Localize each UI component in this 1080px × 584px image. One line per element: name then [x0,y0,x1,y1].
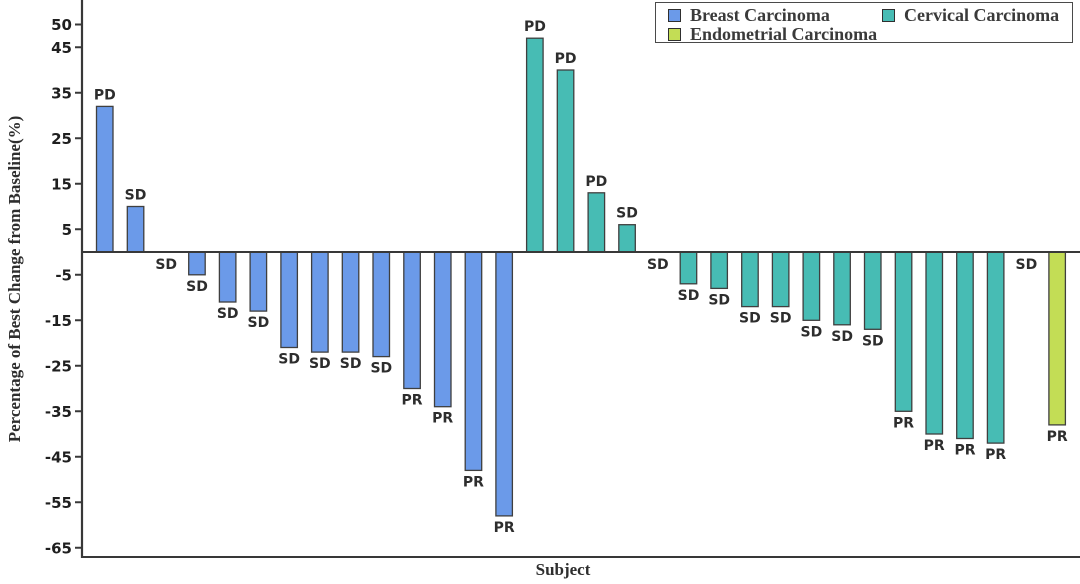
bar [525,37,544,253]
y-tick-label: -15 [45,312,72,330]
legend-item: Cervical Carcinoma [882,6,1059,24]
bar-response-label: PR [954,443,975,459]
y-tick-label: -45 [45,448,72,466]
bar [372,251,391,358]
bar-response-label: PR [401,393,422,409]
bar [679,251,698,285]
x-axis-title: Subject [535,560,591,579]
bar-response-label: SD [278,352,300,368]
bar [986,251,1005,444]
bar-response-label: SD [616,206,638,222]
y-tick-label: -25 [45,357,72,375]
y-tick-label: 35 [51,84,72,102]
bar [863,251,882,330]
bar-response-label: PR [432,411,453,427]
y-tick-label: -5 [55,266,72,284]
y-tick-label: -35 [45,403,72,421]
bar [310,251,329,353]
bar [925,251,944,435]
bar [618,224,636,253]
bar [403,251,421,390]
bar-response-label: PD [585,174,607,190]
bar-response-label: SD [831,329,853,345]
bar-response-label: PD [555,51,577,67]
bar [771,251,790,308]
bar-response-label: SD [708,292,730,308]
bar-response-label: PD [524,19,546,35]
legend-label: Cervical Carcinoma [904,5,1060,25]
bar [710,251,729,290]
bar [741,251,759,308]
bar-response-label: SD [739,311,761,327]
bar-response-label: SD [125,188,147,204]
bar-response-label: SD [370,361,392,377]
y-tick-label: -65 [45,539,72,557]
bar [341,251,360,353]
y-tick-label: 45 [51,39,72,57]
bar-response-label: SD [801,324,823,340]
bar-response-label: SD [309,356,331,372]
bar-response-label: PR [1047,429,1068,445]
bar [126,205,145,253]
bar [894,251,913,412]
legend-swatch-icon [882,8,895,22]
bar-response-label: SD [217,306,239,322]
bar [495,251,514,517]
bar-response-label: SD [186,279,208,295]
bar [218,251,237,303]
bar [956,251,974,440]
bar [464,251,483,472]
bar [802,251,821,321]
y-tick-label: -55 [45,494,72,512]
bar-response-label: SD [770,311,792,327]
bar [249,251,268,312]
bar-response-label: PR [985,447,1006,463]
y-tick-label: 25 [51,130,72,148]
bar-response-label: SD [1016,257,1038,273]
bar [587,192,606,253]
y-tick-label: 50 [51,16,72,34]
bar [188,251,206,276]
bar-response-label: SD [678,288,700,304]
bar [95,105,114,253]
legend-item: Breast Carcinoma [668,6,830,24]
bar [556,69,575,253]
bar [433,251,452,408]
bar-response-label: PR [893,415,914,431]
bar-response-label: SD [862,333,884,349]
bar [833,251,851,326]
legend-label: Endometrial Carcinoma [690,24,878,44]
y-tick-label: 15 [51,175,72,193]
bar-response-label: PR [463,474,484,490]
bar-response-label: SD [340,356,362,372]
legend-swatch-icon [668,8,681,22]
bar-response-label: SD [647,257,669,273]
bar-response-label: SD [155,257,177,273]
legend-item: Endometrial Carcinoma [668,25,877,43]
y-axis-title: Percentage of Best Change from Baseline(… [5,115,24,443]
legend-label: Breast Carcinoma [690,5,830,25]
y-tick-label: 5 [62,221,72,239]
bar-response-label: PD [94,87,116,103]
bar [1048,251,1067,426]
bar-response-label: PR [924,438,945,454]
legend: Breast Carcinoma Cervical Carcinoma Endome… [655,2,1073,43]
bar-response-label: SD [248,315,270,331]
bar-response-label: PR [494,520,515,536]
legend-swatch-icon [668,27,681,41]
bar [280,251,299,349]
